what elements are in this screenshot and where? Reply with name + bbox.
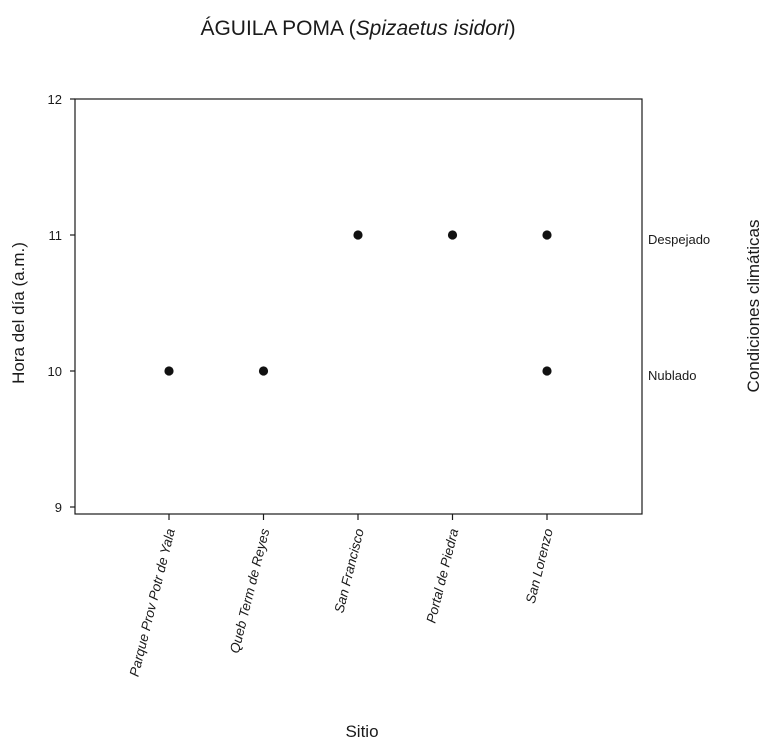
chart-title-prefix: ÁGUILA POMA ( — [200, 17, 355, 40]
data-point — [542, 230, 552, 240]
chart-title: ÁGUILA POMA (Spizaetus isidori) — [200, 17, 515, 40]
x-tick-label: San Francisco — [331, 527, 367, 615]
chart-title-suffix: ) — [509, 17, 516, 40]
data-point — [542, 366, 552, 376]
y-tick-label: 9 — [55, 500, 62, 515]
x-axis-label: Sitio — [345, 722, 378, 740]
x-axis-ticks: Parque Prov Potr de Yala Queb Term de Rey… — [127, 514, 556, 678]
data-point — [164, 366, 174, 376]
right-axis-labels: Despejado Nublado — [648, 232, 710, 383]
x-tick-label: Parque Prov Potr de Yala — [127, 527, 178, 678]
data-point — [353, 230, 363, 240]
y-tick-label: 11 — [49, 228, 63, 243]
plot-frame — [74, 98, 643, 515]
y-tick-label: 10 — [48, 364, 62, 379]
y-axis-label: Hora del día (a.m.) — [9, 242, 28, 384]
x-tick-label: San Lorenzo — [523, 527, 556, 605]
right-axis-category-label: Nublado — [648, 368, 696, 383]
y-axis-ticks: 9 10 11 12 — [48, 92, 75, 515]
y-axis-right-label: Condiciones climáticas — [744, 220, 761, 393]
right-axis-category-label: Despejado — [648, 232, 710, 247]
y-tick-label: 12 — [48, 92, 62, 107]
chart-title-species: Spizaetus isidori — [356, 17, 510, 40]
data-point — [447, 230, 458, 240]
data-points — [164, 230, 552, 376]
data-point — [258, 366, 269, 376]
x-tick-label: Queb Term de Reyes — [227, 527, 273, 655]
x-tick-label: Portal de Piedra — [423, 527, 461, 625]
